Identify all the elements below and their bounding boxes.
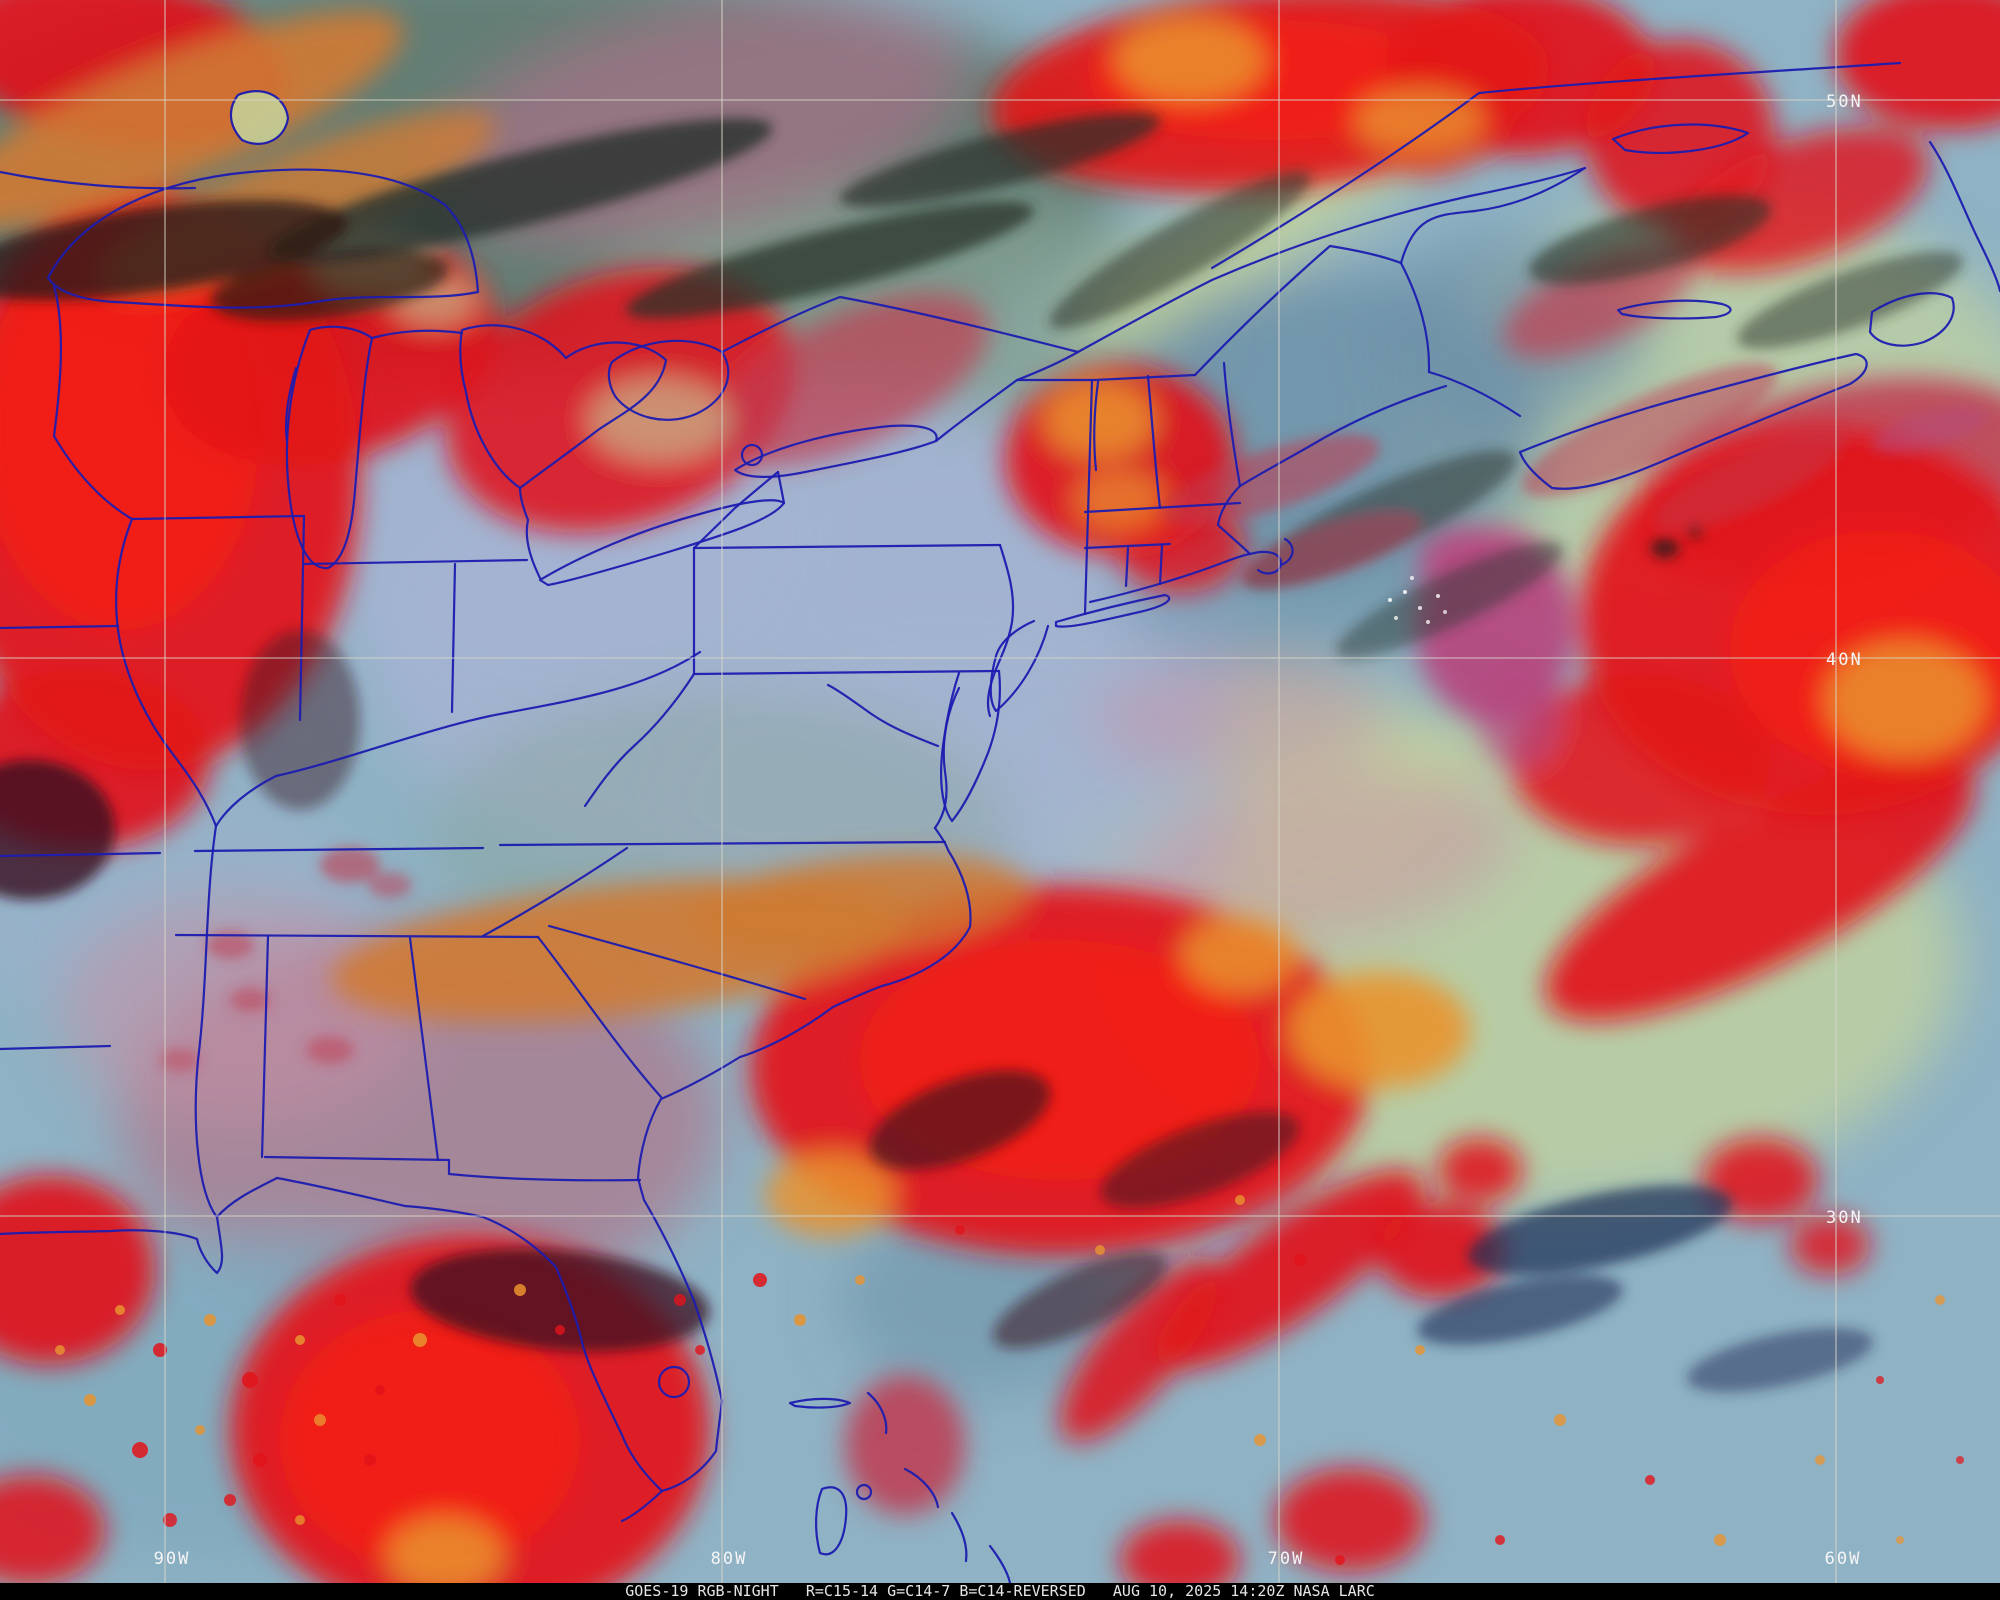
caption-text: GOES-19 RGB-NIGHT R=C15-14 G=C14-7 B=C14…	[625, 1582, 1375, 1600]
lat-label-30n: 30N	[1826, 1208, 1863, 1228]
convective-speckles	[55, 576, 1964, 1565]
caption-bar: GOES-19 RGB-NIGHT R=C15-14 G=C14-7 B=C14…	[0, 1583, 2000, 1600]
lat-label-50n: 50N	[1826, 92, 1863, 112]
lon-label-70w: 70W	[1268, 1549, 1305, 1569]
lon-label-80w: 80W	[711, 1549, 748, 1569]
grid-labels: 50N 40N 30N 90W 80W 70W 60W	[154, 92, 1863, 1569]
lat-label-40n: 40N	[1826, 650, 1863, 670]
lon-label-90w: 90W	[154, 1549, 191, 1569]
state-borders	[0, 61, 2000, 1585]
lon-label-60w: 60W	[1825, 1549, 1862, 1569]
